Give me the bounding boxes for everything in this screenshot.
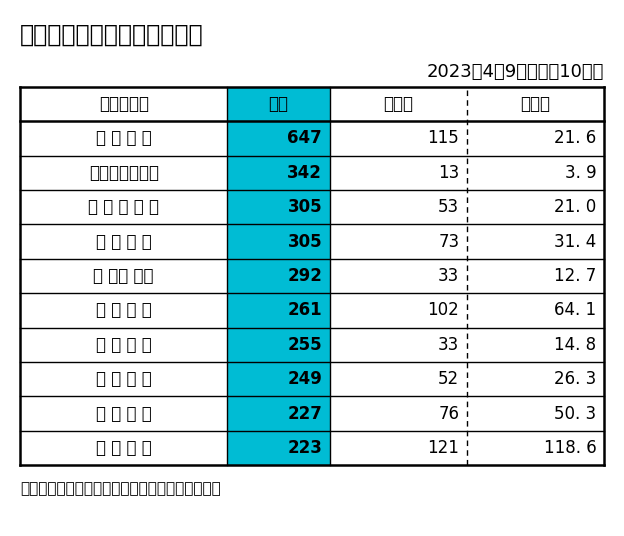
Bar bbox=[329, 362, 467, 397]
Text: 73: 73 bbox=[438, 233, 459, 251]
Text: 26. 3: 26. 3 bbox=[554, 370, 597, 388]
Text: 横 浜 信 金: 横 浜 信 金 bbox=[96, 301, 152, 319]
Text: 33: 33 bbox=[438, 267, 459, 285]
Bar bbox=[467, 121, 604, 155]
Bar bbox=[329, 397, 467, 431]
Bar bbox=[227, 362, 329, 397]
Text: 西日本シティ銀: 西日本シティ銀 bbox=[89, 163, 158, 182]
Bar bbox=[227, 190, 329, 225]
Bar bbox=[20, 155, 227, 190]
Bar bbox=[329, 225, 467, 259]
Text: 255: 255 bbox=[288, 336, 322, 354]
Bar bbox=[467, 155, 604, 190]
Text: 単位：百万円、％。増減額、増減率は前年同期比: 単位：百万円、％。増減額、増減率は前年同期比 bbox=[20, 481, 221, 496]
Bar bbox=[329, 327, 467, 362]
Text: 件数: 件数 bbox=[268, 95, 288, 113]
Text: 52: 52 bbox=[438, 370, 459, 388]
Bar bbox=[227, 431, 329, 465]
Text: 292: 292 bbox=[287, 267, 322, 285]
Text: 118. 6: 118. 6 bbox=[544, 439, 597, 457]
Text: 76: 76 bbox=[438, 405, 459, 423]
Bar bbox=[20, 225, 227, 259]
Bar bbox=[20, 293, 227, 327]
Bar bbox=[227, 327, 329, 362]
Bar bbox=[20, 327, 227, 362]
Bar bbox=[20, 362, 227, 397]
Bar bbox=[467, 293, 604, 327]
Text: 342: 342 bbox=[287, 163, 322, 182]
Text: 33: 33 bbox=[438, 336, 459, 354]
Text: 城 南 信 金: 城 南 信 金 bbox=[96, 233, 152, 251]
Bar bbox=[467, 259, 604, 293]
Text: 川 導 信 金: 川 導 信 金 bbox=[96, 405, 152, 423]
Text: 223: 223 bbox=[287, 439, 322, 457]
Bar bbox=[227, 155, 329, 190]
Text: 50. 3: 50. 3 bbox=[554, 405, 597, 423]
Bar bbox=[20, 397, 227, 431]
Text: 64. 1: 64. 1 bbox=[554, 301, 597, 319]
Text: 13: 13 bbox=[438, 163, 459, 182]
Text: 増減率: 増減率 bbox=[520, 95, 550, 113]
Bar bbox=[329, 190, 467, 225]
Bar bbox=[467, 397, 604, 431]
Bar bbox=[467, 225, 604, 259]
Bar bbox=[329, 121, 467, 155]
Text: 埼 玉 県 信 金: 埼 玉 県 信 金 bbox=[88, 198, 159, 216]
Bar bbox=[329, 155, 467, 190]
Text: 305: 305 bbox=[288, 233, 322, 251]
Bar bbox=[329, 259, 467, 293]
Text: 増減額: 増減額 bbox=[383, 95, 413, 113]
Bar bbox=[20, 121, 227, 155]
Text: 八 十 二 銀: 八 十 二 銀 bbox=[96, 336, 152, 354]
Text: 31. 4: 31. 4 bbox=[554, 233, 597, 251]
Text: 金融機関名: 金融機関名 bbox=[99, 95, 149, 113]
Text: 261: 261 bbox=[288, 301, 322, 319]
Text: 102: 102 bbox=[427, 301, 459, 319]
Bar bbox=[467, 327, 604, 362]
Bar bbox=[329, 87, 467, 121]
Bar bbox=[329, 431, 467, 465]
Bar bbox=[227, 121, 329, 155]
Text: 3. 9: 3. 9 bbox=[565, 163, 597, 182]
Text: 227: 227 bbox=[287, 405, 322, 423]
Text: 21. 0: 21. 0 bbox=[554, 198, 597, 216]
Text: 53: 53 bbox=[438, 198, 459, 216]
Text: 創業支援保証等の承諾・件数: 創業支援保証等の承諾・件数 bbox=[20, 23, 203, 47]
Text: 121: 121 bbox=[427, 439, 459, 457]
Bar bbox=[227, 225, 329, 259]
Bar bbox=[227, 293, 329, 327]
Text: 249: 249 bbox=[287, 370, 322, 388]
Bar bbox=[329, 293, 467, 327]
Bar bbox=[467, 362, 604, 397]
Text: 西 武 信 金: 西 武 信 金 bbox=[96, 370, 152, 388]
Text: 647: 647 bbox=[287, 129, 322, 147]
Bar bbox=[227, 87, 329, 121]
Text: 12. 7: 12. 7 bbox=[554, 267, 597, 285]
Text: 多 摘 信 金: 多 摘 信 金 bbox=[96, 129, 152, 147]
Text: 21. 6: 21. 6 bbox=[554, 129, 597, 147]
Bar bbox=[20, 190, 227, 225]
Text: 305: 305 bbox=[288, 198, 322, 216]
Text: 115: 115 bbox=[427, 129, 459, 147]
Bar bbox=[467, 431, 604, 465]
Bar bbox=[20, 87, 227, 121]
Bar bbox=[227, 397, 329, 431]
Text: 千 　葉 　銀: 千 葉 銀 bbox=[94, 267, 154, 285]
Bar bbox=[467, 190, 604, 225]
Text: 朝 日 信 金: 朝 日 信 金 bbox=[96, 439, 152, 457]
Bar bbox=[467, 87, 604, 121]
Text: 14. 8: 14. 8 bbox=[554, 336, 597, 354]
Text: 2023年4～9月の上众10機関: 2023年4～9月の上众10機関 bbox=[427, 63, 604, 81]
Bar bbox=[227, 259, 329, 293]
Bar bbox=[20, 259, 227, 293]
Bar bbox=[20, 431, 227, 465]
